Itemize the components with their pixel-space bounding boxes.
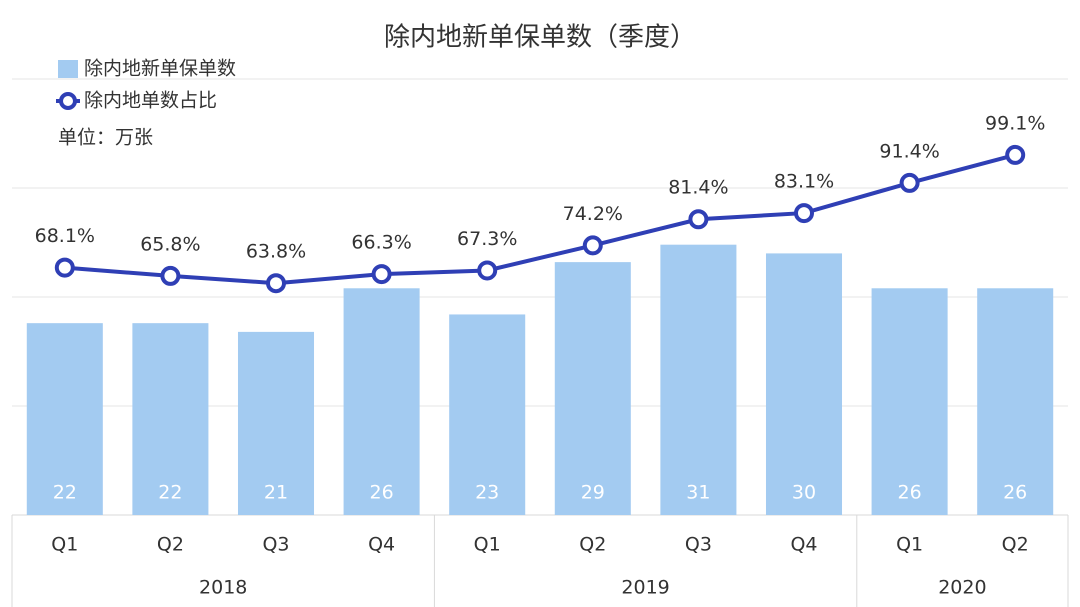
legend-marker (59, 92, 77, 110)
bar-value-label: 23 (475, 482, 499, 504)
x-tick-label: Q4 (790, 534, 817, 556)
line (64, 153, 1016, 286)
bar-value-label: 29 (581, 482, 605, 504)
x-tick-label: Q3 (262, 534, 289, 556)
legend-label: 除内地单数占比 (84, 90, 217, 112)
line-value-label: 91.4% (879, 140, 939, 162)
line-value-label: 63.8% (246, 241, 306, 263)
bar (977, 288, 1054, 515)
line-marker (1005, 144, 1026, 165)
line-marker (371, 264, 392, 285)
legend-swatch-bar (58, 60, 78, 78)
bar (660, 244, 737, 515)
bar (554, 262, 631, 515)
line-value-label: 65.8% (140, 233, 200, 255)
line-marker (160, 265, 181, 286)
line-value-label: 74.2% (563, 203, 623, 225)
line-marker (582, 235, 603, 256)
x-tick-label: Q2 (157, 534, 184, 556)
line-marker (266, 273, 286, 294)
x-tick-label: Q4 (368, 534, 395, 556)
group-label: 2018 (199, 577, 247, 599)
bar-value-label: 30 (792, 482, 816, 504)
chart-title: 除内地新单保单数（季度） (384, 23, 696, 53)
bar-value-label: 31 (686, 482, 710, 504)
x-tick-label: Q1 (51, 534, 78, 556)
x-tick-label: Q1 (474, 534, 501, 556)
x-tick-label: Q1 (896, 534, 923, 556)
bar (26, 323, 103, 515)
bar (765, 253, 843, 515)
bar (343, 288, 420, 515)
line-value-label: 81.4% (668, 177, 728, 199)
bar (449, 314, 526, 515)
line-value-label: 67.3% (457, 228, 517, 250)
bar (237, 331, 315, 515)
bar-value-label: 26 (1003, 482, 1027, 504)
bar-value-label: 22 (158, 482, 182, 504)
x-tick-label: Q2 (579, 534, 606, 556)
bar-value-label: 26 (898, 482, 922, 504)
bar-value-label: 22 (53, 482, 77, 504)
bar (132, 323, 209, 515)
line-value-label: 83.1% (774, 171, 834, 193)
x-tick-label: Q2 (1002, 534, 1029, 556)
bar-value-label: 21 (264, 482, 288, 504)
x-tick-label: Q3 (685, 534, 712, 556)
line-marker (899, 172, 920, 193)
bar (871, 288, 948, 515)
line-value-label: 99.1% (985, 112, 1045, 134)
line-value-label: 66.3% (351, 232, 411, 254)
bar-value-label: 26 (370, 482, 394, 504)
group-label: 2020 (938, 577, 986, 599)
line-marker (688, 209, 709, 230)
legend-label: 除内地新单保单数 (84, 58, 236, 80)
line-marker (54, 257, 75, 278)
unit-note: 单位：万张 (58, 127, 153, 149)
line-value-label: 68.1% (35, 225, 95, 247)
line-marker (477, 260, 498, 281)
line-marker (794, 203, 814, 224)
group-label: 2019 (621, 577, 669, 599)
